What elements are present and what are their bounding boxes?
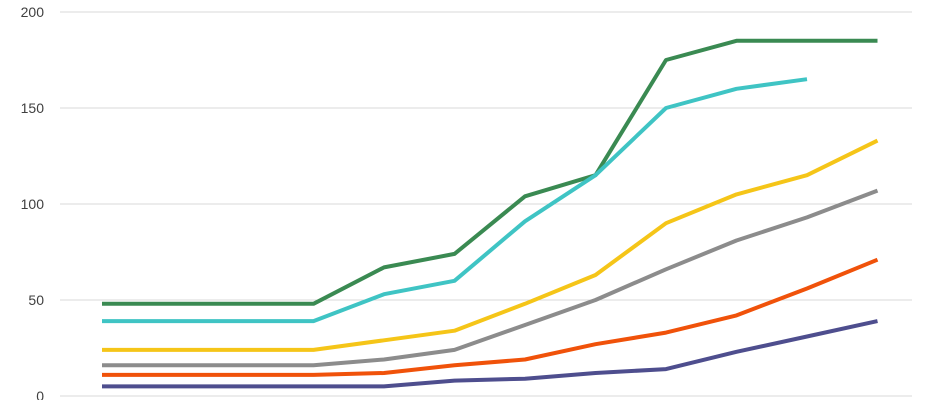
series-line-4 (102, 188, 879, 368)
y-tick-label-100: 100 (21, 196, 45, 212)
y-tick-label-150: 150 (21, 100, 45, 116)
gridlines (60, 11, 912, 397)
series-lines (102, 38, 879, 389)
series-line-6 (102, 319, 878, 389)
y-tick-label-0: 0 (36, 388, 44, 400)
y-tick-label-50: 50 (28, 292, 44, 308)
y-axis-tick-labels: 0 50 100 150 200 (21, 4, 45, 400)
y-tick-label-200: 200 (21, 4, 45, 20)
series-line-1 (102, 38, 878, 306)
series-line-2 (102, 77, 808, 324)
series-line-5 (102, 257, 879, 377)
series-line-3 (102, 138, 879, 352)
